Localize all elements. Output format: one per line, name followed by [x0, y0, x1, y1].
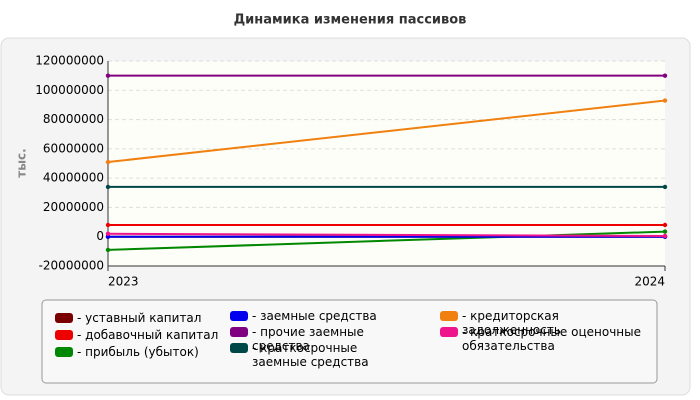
point: [662, 98, 668, 103]
legend-label: - уставный капитал: [77, 311, 202, 325]
point: [662, 222, 668, 228]
y-tick-label: 40000000: [43, 171, 104, 185]
y-tick-label: -20000000: [39, 259, 104, 273]
plot-area: [108, 61, 665, 266]
y-tick-label: 120000000: [35, 54, 104, 68]
legend-label: - заемные средства: [252, 309, 377, 323]
legend-item: - добавочный капитал: [55, 328, 240, 342]
legend-item: - уставный капитал: [55, 311, 240, 325]
y-tick-label: 100000000: [35, 83, 104, 97]
legend-item: - краткосрочные оценочные обязательства: [440, 325, 650, 353]
legend-swatch: [55, 347, 73, 357]
point: [105, 184, 111, 190]
legend-swatch: [230, 311, 248, 321]
chart-title: Динамика изменения пассивов: [234, 13, 467, 28]
y-tick-label: 0: [96, 229, 104, 243]
point: [662, 229, 668, 234]
legend-label: - прибыль (убыток): [77, 345, 199, 359]
point: [105, 159, 111, 165]
legend-swatch: [230, 327, 248, 337]
legend-swatch: [440, 327, 458, 337]
y-tick-label: 20000000: [43, 200, 104, 214]
point: [105, 222, 111, 228]
legend-label: - краткосрочные оценочные обязательства: [462, 325, 641, 353]
legend-item: - заемные средства: [230, 309, 415, 323]
legend-label: - краткосрочные заемные средства: [252, 341, 369, 369]
legend-label: - добавочный капитал: [77, 328, 219, 342]
legend-label: - кредиторская задолженность: [462, 309, 561, 337]
x-tick-label: 2024: [634, 275, 665, 289]
legend-item: - кредиторская задолженность: [440, 309, 650, 337]
legend-swatch: [440, 311, 458, 321]
legend-swatch: [55, 313, 73, 323]
y-tick-label: 80000000: [43, 112, 104, 126]
legend-item: - прочие заемные средства: [230, 325, 415, 353]
point: [662, 73, 668, 78]
legend-swatch: [230, 343, 248, 353]
x-tick-label: 2023: [108, 275, 139, 289]
point: [105, 247, 111, 253]
legend-label: - прочие заемные средства: [252, 325, 364, 353]
legend-item: - краткосрочные заемные средства: [230, 341, 415, 369]
point: [662, 184, 668, 190]
point: [105, 73, 111, 78]
legend-swatch: [55, 330, 73, 340]
legend-box: [41, 299, 658, 384]
y-tick-label: 60000000: [43, 141, 104, 155]
series-line: [107, 99, 666, 164]
point: [105, 231, 111, 236]
point: [662, 233, 668, 239]
series-line: [107, 232, 666, 237]
legend-item: - прибыль (убыток): [55, 345, 240, 359]
y-axis-label: тыс.: [15, 148, 29, 177]
